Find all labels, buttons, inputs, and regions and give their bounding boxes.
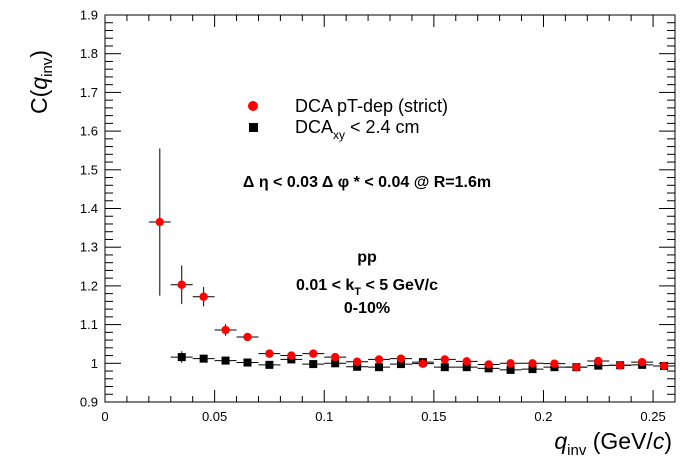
- y-tick-label: 1.1: [80, 317, 98, 332]
- annotation-kt: 0.01 < kT < 5 GeV/c: [296, 277, 438, 298]
- data-point-square: [177, 353, 186, 362]
- y-axis-title: C(qinv): [26, 50, 56, 114]
- data-point-circle: [199, 292, 208, 301]
- x-tick-label: 0.1: [315, 409, 333, 424]
- series-strict: [148, 148, 675, 372]
- y-tick-label: 0.9: [80, 395, 98, 410]
- data-point-circle: [330, 352, 340, 362]
- data-point-square: [199, 354, 208, 363]
- data-point-circle: [396, 354, 406, 363]
- data-point-square: [353, 362, 362, 371]
- data-point-circle: [221, 325, 230, 335]
- data-point-square: [594, 361, 603, 370]
- x-axis-title: qinv (GeV/c): [554, 428, 672, 459]
- data-point-circle: [265, 349, 274, 358]
- data-point-circle: [594, 356, 603, 366]
- y-tick-label: 1: [91, 356, 98, 371]
- data-point-square: [506, 365, 515, 374]
- data-point-circle: [484, 360, 493, 369]
- data-point-square: [243, 358, 252, 367]
- data-point-circle: [418, 359, 428, 368]
- y-tick-label: 1.9: [80, 8, 98, 23]
- data-point-circle: [374, 355, 384, 364]
- data-point-circle: [528, 359, 537, 368]
- y-tick-label: 1.8: [80, 46, 98, 61]
- data-point-circle: [440, 355, 450, 364]
- data-point-square: [331, 359, 340, 368]
- x-tick-label: 0: [101, 409, 108, 424]
- data-point-square: [462, 363, 471, 372]
- y-tick-label: 1.7: [80, 85, 98, 100]
- axis-ticks: 0 0.05 0.1 0.15 0.2 0.25 0.9 1 1.1 1.2 1.3 1.4 1.5 1.…: [80, 8, 676, 424]
- data-point-square: [265, 360, 274, 369]
- data-point-circle: [550, 359, 559, 368]
- x-tick-label: 0.2: [534, 409, 552, 424]
- data-point-square: [309, 360, 318, 369]
- legend-marker-circle: [248, 101, 258, 111]
- data-point-square: [375, 363, 384, 372]
- data-point-circle: [309, 349, 318, 358]
- data-point-circle: [659, 361, 669, 371]
- annotation-centrality: 0-10%: [344, 300, 390, 317]
- data-points: [148, 148, 675, 374]
- data-point-circle: [352, 357, 362, 366]
- annotation-system: pp: [357, 249, 377, 266]
- y-tick-label: 1.4: [80, 201, 98, 216]
- x-tick-label: 0.05: [202, 409, 227, 424]
- data-point-square: [528, 365, 537, 374]
- data-point-circle: [243, 332, 252, 342]
- legend-label-strict: DCA pT-dep (strict): [295, 96, 448, 116]
- legend: DCA pT-dep (strict) DCAxy < 2.4 cm: [248, 96, 448, 142]
- data-point-circle: [572, 362, 581, 372]
- y-tick-label: 1.6: [80, 124, 98, 139]
- data-point-circle: [615, 361, 625, 370]
- data-point-circle: [637, 357, 647, 367]
- data-point-circle: [506, 359, 515, 368]
- legend-label-dcaxy: DCAxy < 2.4 cm: [295, 117, 420, 142]
- data-point-circle: [462, 357, 471, 366]
- data-point-circle: [177, 280, 186, 289]
- data-point-circle: [155, 217, 165, 227]
- data-point-square: [221, 356, 230, 365]
- y-tick-label: 1.2: [80, 278, 98, 293]
- y-tick-label: 1.3: [80, 240, 98, 255]
- data-point-circle: [287, 351, 296, 360]
- annotations: Δ η < 0.03 Δ φ * < 0.04 @ R=1.6m pp 0.01…: [243, 174, 491, 317]
- annotation-cuts: Δ η < 0.03 Δ φ * < 0.04 @ R=1.6m: [243, 174, 491, 191]
- legend-marker-square: [249, 123, 258, 132]
- x-tick-label: 0.15: [421, 409, 446, 424]
- x-tick-label: 0.25: [640, 409, 665, 424]
- data-point-square: [440, 363, 449, 372]
- data-point-square: [396, 360, 405, 369]
- y-tick-label: 1.5: [80, 162, 98, 177]
